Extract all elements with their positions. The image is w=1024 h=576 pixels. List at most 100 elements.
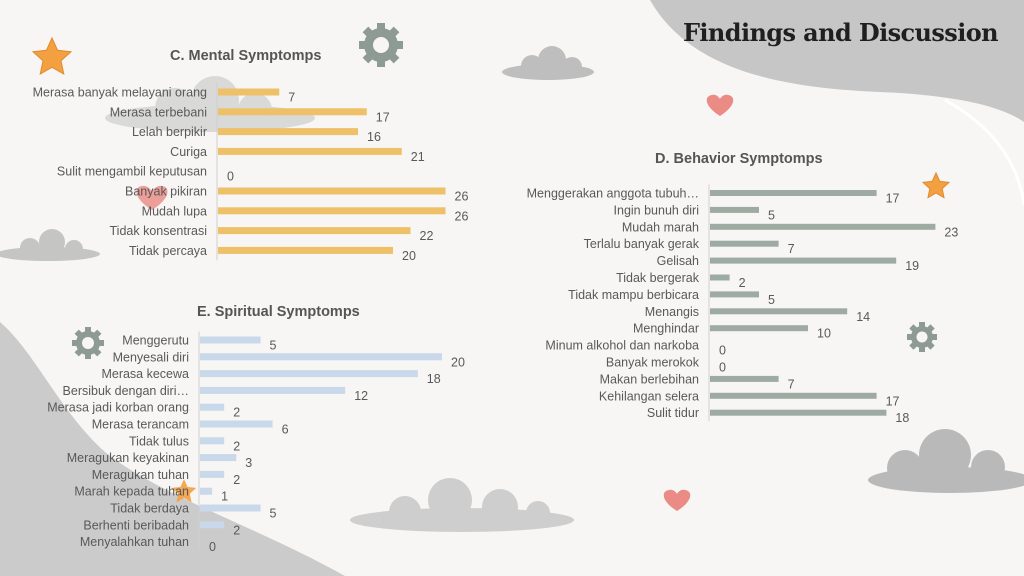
- spiritual-bar: [200, 521, 225, 529]
- mental-bar: [218, 187, 446, 195]
- heart-icon: [663, 489, 691, 511]
- behavior-chart-title: D. Behavior Symptomps: [655, 151, 823, 167]
- behavior-category-label: Minum alkohol dan narkoba: [545, 339, 699, 353]
- behavior-value-label: 0: [719, 361, 726, 375]
- mental-category-label: Sulit mengambil keputusan: [57, 165, 207, 179]
- spiritual-value-label: 18: [427, 372, 441, 386]
- mental-value-label: 26: [455, 209, 469, 223]
- mental-chart-title: C. Mental Symptomps: [170, 48, 322, 64]
- gear-icon: [359, 23, 403, 67]
- behavior-category-label: Gelisah: [657, 254, 699, 268]
- mental-category-label: Lelah berpikir: [132, 125, 207, 139]
- behavior-category-label: Menggerakan anggota tubuh…: [527, 187, 699, 201]
- spiritual-category-label: Menyesali diri: [113, 350, 189, 364]
- behavior-value-label: 5: [768, 208, 775, 222]
- mental-category-label: Banyak pikiran: [125, 185, 207, 199]
- mental-bar: [218, 88, 280, 96]
- spiritual-bar: [200, 454, 237, 462]
- behavior-bar: [710, 291, 759, 298]
- spiritual-category-label: Merasa jadi korban orang: [47, 401, 189, 415]
- spiritual-category-label: Tidak tulus: [129, 434, 189, 448]
- mental-bar: [218, 147, 402, 155]
- star-icon: [921, 171, 951, 199]
- behavior-category-label: Menangis: [645, 305, 699, 319]
- spiritual-value-label: 1: [221, 490, 228, 504]
- mental-value-label: 26: [455, 190, 469, 204]
- spiritual-value-label: 3: [245, 456, 252, 470]
- behavior-category-label: Menghindar: [633, 322, 699, 336]
- white-swoosh-line: [944, 98, 1024, 206]
- behavior-category-label: Tidak bergerak: [616, 271, 700, 285]
- spiritual-category-label: Marah kepada tuhan: [74, 485, 189, 499]
- spiritual-category-label: Meragukan tuhan: [92, 468, 189, 482]
- behavior-value-label: 10: [817, 327, 831, 341]
- spiritual-category-label: Menyalahkan tuhan: [80, 535, 189, 549]
- spiritual-value-label: 5: [270, 507, 277, 521]
- spiritual-category-label: Merasa terancam: [92, 418, 189, 432]
- mental-bar: [218, 207, 446, 215]
- behavior-value-label: 2: [739, 276, 746, 290]
- star-icon: [31, 36, 73, 75]
- spiritual-value-label: 2: [233, 473, 240, 487]
- behavior-value-label: 14: [856, 310, 870, 324]
- behavior-bar: [710, 375, 779, 382]
- grey-blob-bottom-left: [0, 322, 345, 576]
- cloud-icon: [502, 46, 594, 80]
- behavior-bar: [710, 392, 877, 399]
- spiritual-value-label: 0: [209, 540, 216, 554]
- mental-value-label: 17: [376, 110, 390, 124]
- spiritual-bar: [200, 336, 261, 344]
- mental-category-label: Merasa terbebani: [110, 105, 207, 119]
- spiritual-bar: [200, 386, 346, 394]
- mental-value-label: 0: [227, 170, 234, 184]
- spiritual-bar: [200, 437, 225, 445]
- mental-value-label: 16: [367, 130, 381, 144]
- behavior-value-label: 17: [886, 394, 900, 408]
- mental-value-label: 7: [288, 91, 295, 105]
- mental-value-label: 22: [420, 229, 434, 243]
- cloud-icon: [868, 429, 1024, 493]
- spiritual-chart-title: E. Spiritual Symptomps: [197, 304, 360, 320]
- slide-title: Findings and Discussion: [682, 18, 999, 47]
- behavior-value-label: 0: [719, 344, 726, 358]
- mental-value-label: 21: [411, 150, 425, 164]
- spiritual-value-label: 2: [233, 523, 240, 537]
- heart-icon: [136, 185, 168, 210]
- spiritual-bar: [200, 370, 418, 378]
- behavior-category-label: Sulit tidur: [647, 406, 699, 420]
- spiritual-category-label: Tidak berdaya: [110, 502, 189, 516]
- mental-bar: [218, 246, 393, 254]
- behavior-bar: [710, 240, 779, 247]
- behavior-category-label: Ingin bunuh diri: [614, 203, 699, 217]
- heart-icon: [706, 94, 734, 116]
- behavior-value-label: 23: [944, 225, 958, 239]
- behavior-bar: [710, 274, 730, 281]
- spiritual-value-label: 5: [270, 339, 277, 353]
- behavior-bar: [710, 257, 897, 264]
- behavior-value-label: 19: [905, 259, 919, 273]
- mental-category-label: Tidak konsentrasi: [110, 224, 208, 238]
- spiritual-bar: [200, 470, 225, 478]
- spiritual-value-label: 20: [451, 355, 465, 369]
- spiritual-value-label: 2: [233, 406, 240, 420]
- star-icon: [171, 479, 197, 503]
- behavior-value-label: 5: [768, 293, 775, 307]
- spiritual-bar: [200, 403, 225, 411]
- mental-bar: [218, 108, 367, 116]
- behavior-bar: [710, 308, 848, 315]
- mental-bar: [218, 128, 358, 136]
- behavior-category-label: Kehilangan selera: [599, 389, 699, 403]
- mental-category-label: Merasa banyak melayani orang: [33, 86, 207, 100]
- mental-category-label: Tidak percaya: [129, 244, 207, 258]
- behavior-category-label: Makan berlebihan: [600, 372, 699, 386]
- spiritual-value-label: 12: [354, 389, 368, 403]
- spiritual-bar: [200, 487, 213, 495]
- mental-bar: [218, 227, 411, 235]
- behavior-category-label: Terlalu banyak gerak: [584, 237, 700, 251]
- behavior-category-label: Banyak merokok: [606, 356, 700, 370]
- behavior-bar: [710, 325, 808, 332]
- behavior-bar: [710, 206, 759, 213]
- behavior-bar: [710, 409, 887, 416]
